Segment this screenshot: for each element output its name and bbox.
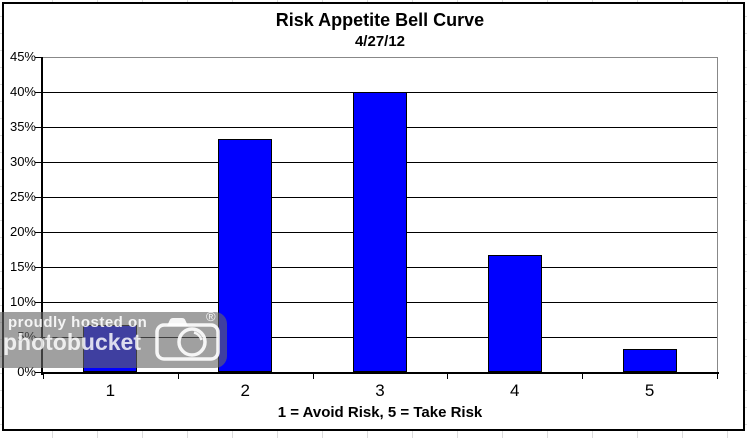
y-axis-label-30%: 30% (9, 154, 36, 169)
bar-category-2 (218, 139, 273, 372)
y-axis-label-40%: 40% (9, 84, 36, 99)
bar-category-4 (487, 255, 542, 372)
x-axis-title: 1 = Avoid Risk, 5 = Take Risk (277, 404, 483, 421)
photobucket-watermark: proudly hosted on photobucket ® (0, 309, 227, 368)
y-axis-tick-25% (35, 197, 41, 198)
watermark-line1: proudly hosted on (8, 314, 148, 331)
y-axis-tick-10% (35, 302, 41, 303)
x-axis-label-5: 5 (644, 381, 655, 400)
y-axis-label-10%: 10% (9, 294, 36, 309)
chart-subtitle: 4/27/12 (354, 33, 406, 50)
x-axis-label-4: 4 (510, 381, 520, 400)
gridline-45% (43, 57, 717, 58)
x-axis-label-2: 2 (240, 381, 250, 400)
x-axis-line (41, 372, 719, 374)
watermark-line2: photobucket (3, 329, 141, 355)
y-axis-label-35%: 35% (9, 119, 36, 134)
bar-category-3 (353, 92, 407, 372)
y-axis-line (41, 57, 43, 375)
x-axis-tick-3 (447, 374, 449, 379)
x-axis-label-1: 1 (105, 381, 116, 400)
y-axis-label-15%: 15% (9, 259, 36, 274)
y-axis-tick-45% (35, 57, 41, 58)
y-axis-label-45%: 45% (9, 49, 36, 64)
camera-icon (155, 316, 221, 367)
bar-category-5 (622, 349, 677, 372)
x-axis-tick-0 (43, 374, 44, 379)
y-axis-label-20%: 20% (9, 224, 36, 239)
y-axis-tick-20% (35, 232, 41, 233)
plot-right-border (717, 57, 718, 372)
x-axis-tick-2 (312, 374, 314, 379)
y-axis-tick-30% (35, 162, 41, 163)
y-axis-label-25%: 25% (9, 189, 36, 204)
chart-title: Risk Appetite Bell Curve (275, 10, 485, 30)
x-axis-tick-1 (177, 374, 179, 379)
y-axis-tick-40% (35, 92, 41, 93)
x-axis-tick-4 (582, 374, 584, 379)
y-axis-tick-15% (35, 267, 41, 268)
x-axis-label-3: 3 (375, 381, 385, 400)
y-axis-tick-35% (35, 127, 41, 128)
y-axis-tick-0% (35, 372, 41, 373)
x-axis-tick-5 (717, 374, 718, 379)
registered-trademark-icon: ® (206, 309, 216, 324)
